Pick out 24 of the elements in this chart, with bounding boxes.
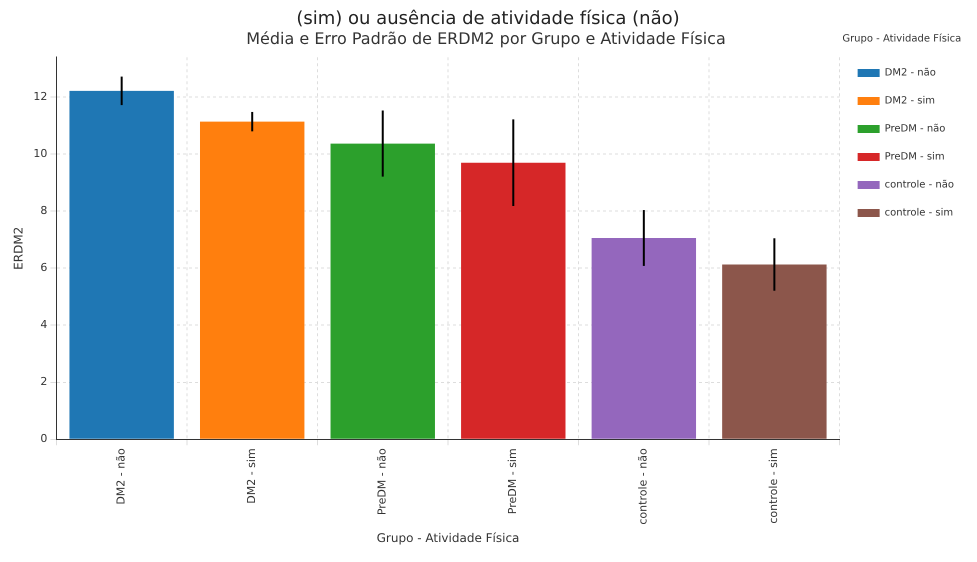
- x-tick-label: DM2 - sim: [245, 448, 258, 504]
- y-tick-label: 12: [33, 90, 48, 103]
- legend-title: Grupo - Atividade Física: [842, 34, 962, 45]
- y-tick-label: 0: [40, 432, 48, 446]
- y-axis-title: ERDM2: [11, 226, 26, 270]
- y-tick-label: 8: [40, 204, 48, 218]
- legend-label: controle - sim: [884, 208, 954, 219]
- x-tick-label: controle - sim: [767, 448, 780, 524]
- y-tick-label: 6: [40, 261, 48, 274]
- legend-label: controle - não: [884, 180, 954, 191]
- y-tick-label: 10: [33, 147, 48, 160]
- x-tick-label: DM2 - não: [114, 448, 128, 505]
- x-tick-label: PreDM - não: [376, 448, 389, 516]
- chart-title: Média e Erro Padrão de ERDM2 por Grupo e Atividade Física: [246, 28, 726, 48]
- x-tick-label: controle - não: [636, 448, 650, 525]
- legend-label: PreDM - sim: [884, 152, 945, 163]
- y-tick-label: 4: [40, 318, 48, 332]
- legend-label: PreDM - não: [884, 124, 946, 135]
- legend-label: DM2 - não: [884, 68, 936, 79]
- text: (sim) ou ausência de atividade física (não): [295, 8, 681, 30]
- y-tick-label: 2: [40, 375, 48, 388]
- x-tick-label: PreDM - sim: [506, 448, 520, 514]
- x-axis-title: Grupo - Atividade Física: [376, 530, 520, 545]
- legend-label: DM2 - sim: [884, 96, 936, 107]
